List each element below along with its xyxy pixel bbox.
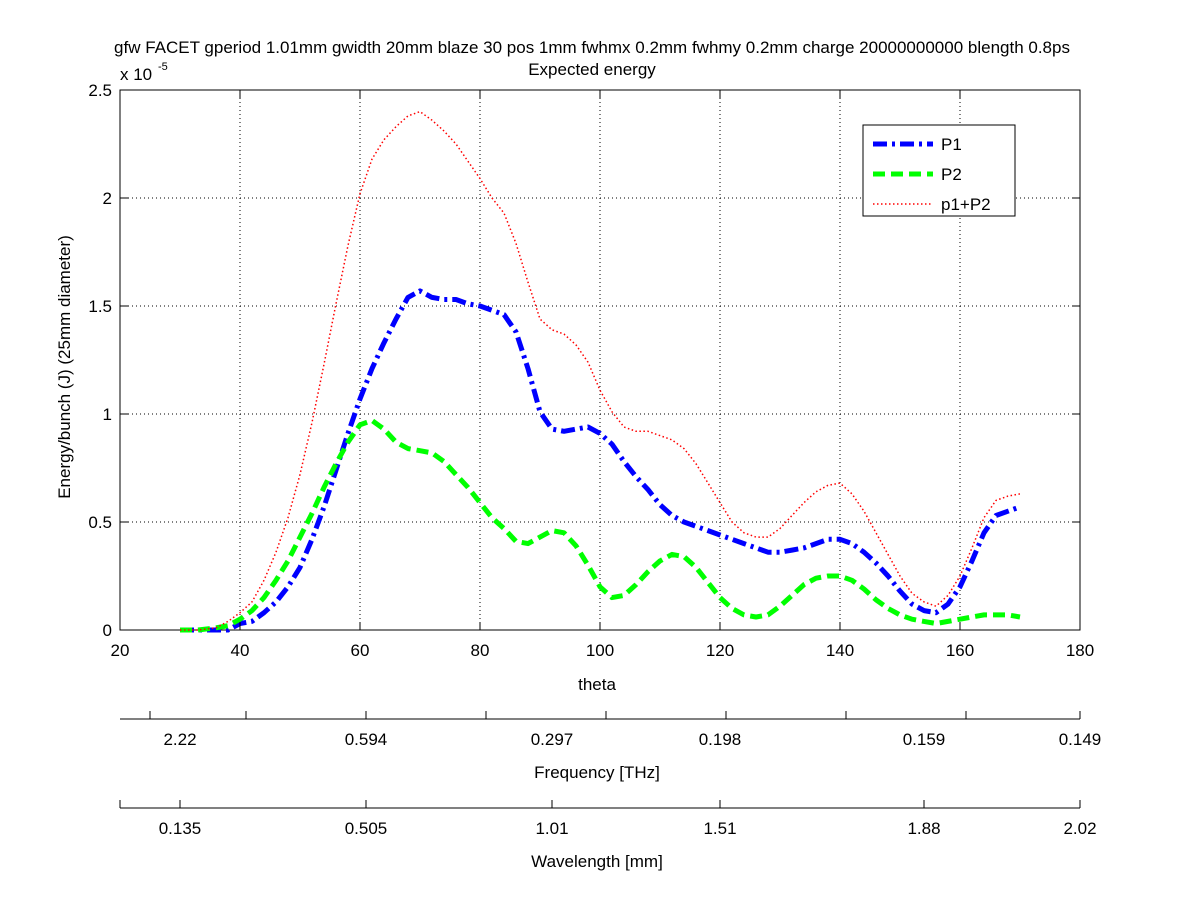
secondary-axis-tick-label: 0.505: [345, 819, 388, 838]
secondary-axis-tick-label: 1.88: [907, 819, 940, 838]
secondary-axis-tick-label: 0.297: [531, 730, 574, 749]
axis-layer: 20 40 60 80 100 120 140 160 180 0 0.5 1 1.5 2 2.5: [88, 81, 1094, 660]
y-tick-label: 0: [103, 621, 112, 640]
secondary-axis-tick-label: 1.51: [703, 819, 736, 838]
y-exponent-power: -5: [158, 61, 168, 73]
x-tick-label: 180: [1066, 641, 1094, 660]
secondary-axis-tick-label: 2.02: [1063, 819, 1096, 838]
x-tick-label: 140: [826, 641, 854, 660]
y-tick-label: 2: [103, 189, 112, 208]
legend-box: [862, 124, 1016, 217]
legend-label-3: p1+P2: [941, 195, 991, 214]
x-tick-label: 80: [471, 641, 490, 660]
series-line-3: [180, 110, 1021, 631]
chart-title-line2: Expected energy: [528, 60, 656, 79]
secondary-axis-tick-label: 0.159: [903, 730, 946, 749]
series-line-2: [180, 418, 1021, 633]
secondary-axis-tick-label: 0.594: [345, 730, 388, 749]
y-exponent-label: x 10 -5: [120, 61, 168, 84]
y-tick-label: 2.5: [88, 81, 112, 100]
secondary-axis-tick-label: 0.198: [699, 730, 742, 749]
y-exponent-base: x 10: [120, 65, 152, 84]
x-tick-label: 160: [946, 641, 974, 660]
series-layer: [180, 110, 1021, 633]
x-tick-label: 120: [706, 641, 734, 660]
secondary-axis-tick-label: 2.22: [163, 730, 196, 749]
x-tick-label: 100: [586, 641, 614, 660]
frequency-axis-label: Frequency [THz]: [534, 763, 660, 782]
y-tick-label: 0.5: [88, 513, 112, 532]
grid-lines: [120, 90, 1080, 630]
legend-label-1: P1: [941, 135, 962, 154]
wavelength-axis-label: Wavelength [mm]: [531, 852, 663, 871]
x-tick-label: 20: [111, 641, 130, 660]
y-tick-label: 1.5: [88, 297, 112, 316]
x-tick-label: 40: [231, 641, 250, 660]
x-tick-label: 60: [351, 641, 370, 660]
secondary-axis-tick-label: 0.135: [159, 819, 202, 838]
frequency-axis: Frequency [THz] 2.22 0.594 0.297 0.198 0.159…: [120, 711, 1101, 782]
secondary-axis-tick-label: 1.01: [535, 819, 568, 838]
y-axis-label: Energy/bunch (J) (25mm diameter): [55, 235, 74, 499]
secondary-axis-tick-label: 0.149: [1059, 730, 1102, 749]
chart-title-line1: gfw FACET gperiod 1.01mm gwidth 20mm bla…: [114, 38, 1070, 57]
legend: P1 P2 p1+P2: [862, 124, 1016, 217]
x-axis-label: theta: [578, 675, 616, 694]
series-line-1: [180, 288, 1021, 633]
y-tick-label: 1: [103, 405, 112, 424]
legend-label-2: P2: [941, 165, 962, 184]
wavelength-axis: Wavelength [mm] 0.135 0.505 1.01 1.51 1.88 2.…: [119, 800, 1097, 871]
